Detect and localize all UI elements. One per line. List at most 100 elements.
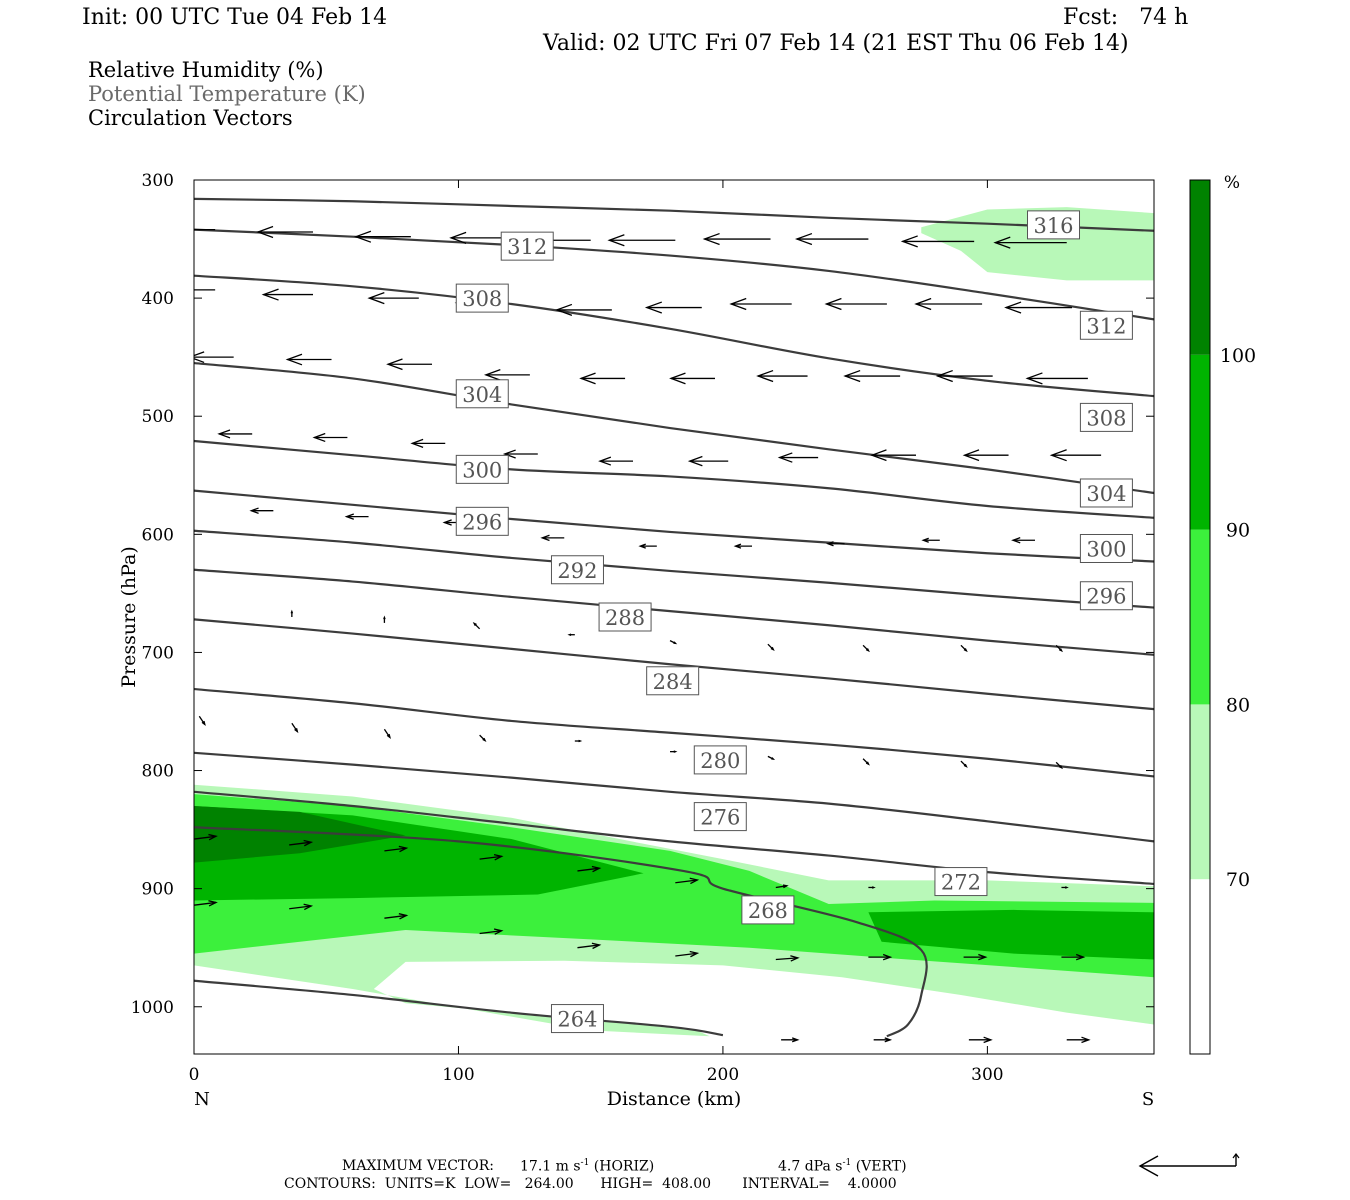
circulation-vector xyxy=(1004,301,1073,314)
circulation-vector xyxy=(1066,1036,1091,1044)
legend-circulation-vectors: Circulation Vectors xyxy=(88,106,293,130)
contour-label: 264 xyxy=(550,1004,604,1034)
contour-label-text: 296 xyxy=(462,510,502,534)
colorbar-level-label: 100 xyxy=(1220,345,1256,367)
colorbar-segment xyxy=(1190,529,1210,705)
legend-potential-temperature: Potential Temperature (K) xyxy=(88,82,366,106)
y-tick-label: 900 xyxy=(142,880,174,900)
colorbar-unit: % xyxy=(1224,173,1240,193)
circulation-vector xyxy=(900,235,975,248)
circulation-vector xyxy=(198,715,206,727)
y-axis-label: Pressure (hPa) xyxy=(118,546,140,688)
horiz-exponent: -1 xyxy=(580,1158,590,1168)
circulation-vector xyxy=(194,351,234,364)
circulation-vector xyxy=(914,297,983,311)
contour-label-text: 300 xyxy=(1086,537,1126,561)
contour-label-text: 308 xyxy=(1086,406,1126,430)
theta-contour-304 xyxy=(194,361,1154,495)
circulation-vector xyxy=(384,845,409,853)
vert-exponent: -1 xyxy=(842,1158,852,1168)
circulation-vector xyxy=(472,621,481,630)
circulation-vector xyxy=(824,297,887,311)
max-vector-key xyxy=(1138,1153,1240,1177)
contour-label-text: 264 xyxy=(557,1008,597,1032)
contour-label: 268 xyxy=(741,895,795,925)
circulation-vector xyxy=(669,640,678,645)
x-axis-north-label: N xyxy=(194,1089,210,1110)
circulation-vector xyxy=(968,1036,993,1044)
contour-label: 304 xyxy=(455,379,509,409)
circulation-vector xyxy=(868,953,893,961)
circulation-vector xyxy=(702,232,771,246)
circulation-vector xyxy=(826,541,845,547)
colorbar: 70 80 90 100 xyxy=(1189,179,1256,1055)
x-tick-label: 100 xyxy=(442,1065,474,1085)
circulation-vector xyxy=(675,877,700,885)
contour-label: 272 xyxy=(934,867,988,897)
rh-region-70 xyxy=(921,207,1154,281)
contour-label-text: 316 xyxy=(1033,214,1073,238)
circulation-vector xyxy=(312,432,348,443)
circulation-vector xyxy=(638,543,657,549)
circulation-vector xyxy=(384,913,409,920)
circulation-vector xyxy=(843,369,901,383)
theta-contour-284 xyxy=(194,618,1154,711)
theta-contour-280 xyxy=(194,687,1154,778)
circulation-vector xyxy=(1061,886,1069,889)
circulation-vector xyxy=(687,455,729,467)
x-tick-label: 200 xyxy=(707,1065,739,1085)
contour-label-text: 276 xyxy=(700,806,740,830)
circulation-vector xyxy=(777,452,819,463)
circulation-vector xyxy=(767,643,775,652)
circulation-vector xyxy=(194,900,218,907)
contour-label: 300 xyxy=(1079,533,1133,563)
y-tick-label: 700 xyxy=(142,643,174,663)
circulation-vector xyxy=(644,301,702,314)
contour-label: 296 xyxy=(455,506,509,536)
circulation-vector xyxy=(194,289,216,291)
plot-frame xyxy=(193,179,1155,1055)
contour-label-text: 296 xyxy=(1086,585,1126,609)
circulation-vector xyxy=(781,1037,800,1043)
circulation-vector xyxy=(1049,449,1102,462)
contour-label-text: 292 xyxy=(557,559,597,583)
theta-contour-296 xyxy=(194,489,1154,563)
y-tick-label: 1000 xyxy=(131,998,174,1018)
max-vector-label: MAXIMUM VECTOR: xyxy=(342,1158,494,1174)
contour-label-text: 304 xyxy=(1086,482,1126,506)
circulation-vector xyxy=(256,225,314,239)
circulation-vector xyxy=(1055,761,1063,770)
theta-contour-292 xyxy=(194,529,1154,609)
theta-contour-268 xyxy=(194,826,928,1038)
contour-labels: 316 312 312 308 308 304 304 300 300 296 296 292 288 2… xyxy=(455,210,1133,1034)
circulation-vector xyxy=(353,230,411,243)
contour-label-text: 272 xyxy=(941,871,981,895)
circulation-vector xyxy=(574,739,583,743)
x-tick-label: 0 xyxy=(189,1065,200,1085)
circulation-vector xyxy=(479,928,504,935)
contour-label: 312 xyxy=(500,231,554,261)
y-tick-label: 800 xyxy=(142,762,174,782)
circulation-vector xyxy=(479,854,504,861)
theta-contour-316 xyxy=(194,197,1154,232)
circulation-vector xyxy=(386,358,433,371)
circulation-vector xyxy=(291,722,299,734)
circulation-vector xyxy=(367,292,419,305)
y-tick-label: 300 xyxy=(142,171,174,191)
circulation-vector xyxy=(862,644,870,653)
theta-contour-300 xyxy=(194,439,1154,519)
circulation-vector xyxy=(775,955,800,962)
contour-label: 292 xyxy=(550,555,604,585)
circulation-vector xyxy=(607,234,676,247)
circulation-vector xyxy=(410,438,446,448)
circulation-vector xyxy=(261,288,314,301)
contour-label-text: 280 xyxy=(700,749,740,773)
rh-shading xyxy=(194,207,1154,1037)
circulation-vector xyxy=(540,534,565,542)
circulation-vector xyxy=(670,750,678,753)
colorbar-segment xyxy=(1190,354,1210,530)
circulation-vector xyxy=(383,728,391,740)
circulation-vector xyxy=(502,449,538,459)
circulation-vector xyxy=(289,903,314,911)
contour-label: 312 xyxy=(1079,310,1133,340)
